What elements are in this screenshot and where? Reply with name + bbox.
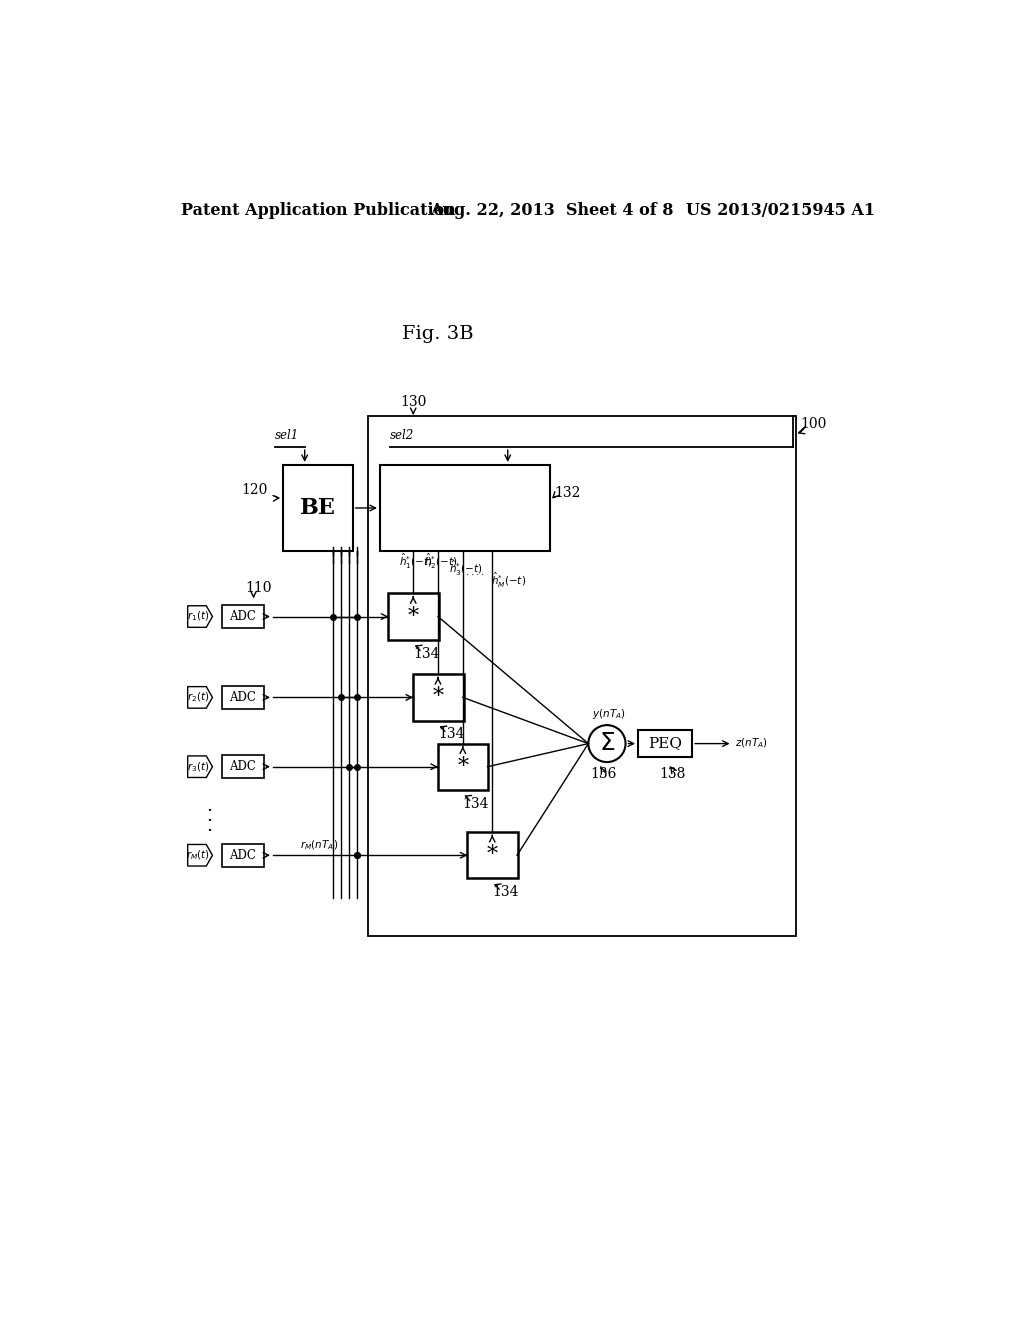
Text: sel1: sel1 <box>275 429 299 442</box>
Text: 134: 134 <box>438 727 465 742</box>
Text: ·: · <box>206 801 212 820</box>
Text: 136: 136 <box>590 767 616 781</box>
Bar <box>222 686 264 709</box>
Bar <box>283 465 352 552</box>
Text: PEQ: PEQ <box>648 737 682 751</box>
Text: $\hat{h}_{3}^{*}(-t)$: $\hat{h}_{3}^{*}(-t)$ <box>449 558 482 578</box>
Text: ADC: ADC <box>229 760 256 774</box>
Text: ADC: ADC <box>229 610 256 623</box>
Text: *: * <box>432 686 443 709</box>
Text: Aug. 22, 2013  Sheet 4 of 8: Aug. 22, 2013 Sheet 4 of 8 <box>430 202 674 219</box>
Text: $r_1(t)$: $r_1(t)$ <box>187 610 210 623</box>
Text: $\hat{h}_{M}^{*}(-t)$: $\hat{h}_{M}^{*}(-t)$ <box>490 570 526 590</box>
Text: ·: · <box>206 821 212 840</box>
Text: $z(nT_A)$: $z(nT_A)$ <box>735 737 768 750</box>
Text: $\Sigma$: $\Sigma$ <box>599 733 615 755</box>
Bar <box>380 465 550 552</box>
Text: 130: 130 <box>400 396 426 409</box>
Text: ·: · <box>206 812 212 829</box>
Text: 132: 132 <box>554 486 581 500</box>
Bar <box>638 730 692 758</box>
Text: 120: 120 <box>241 483 267 496</box>
Text: *: * <box>458 755 468 777</box>
Text: Fig. 3B: Fig. 3B <box>402 325 474 343</box>
Text: $r_2(t)$: $r_2(t)$ <box>187 690 210 704</box>
Text: BE: BE <box>300 498 336 519</box>
Bar <box>438 743 488 789</box>
Text: $r_M(t)$: $r_M(t)$ <box>186 849 211 862</box>
Text: sel2: sel2 <box>390 429 414 442</box>
Text: $\hat{h}_{1}^{*}(-t)$: $\hat{h}_{1}^{*}(-t)$ <box>399 552 433 570</box>
Text: $r_M(nT_A)$: $r_M(nT_A)$ <box>300 838 338 851</box>
Text: *: * <box>486 845 498 866</box>
Text: 134: 134 <box>463 797 489 810</box>
Text: 134: 134 <box>493 886 519 899</box>
Text: US 2013/0215945 A1: US 2013/0215945 A1 <box>686 202 876 219</box>
Bar <box>414 675 464 721</box>
Text: ADC: ADC <box>229 849 256 862</box>
Text: $y(nT_A)$: $y(nT_A)$ <box>592 708 626 721</box>
Text: $....$: $....$ <box>465 568 485 577</box>
Text: 110: 110 <box>246 581 272 595</box>
Text: ADC: ADC <box>229 690 256 704</box>
Text: $r_3(t)$: $r_3(t)$ <box>187 760 210 774</box>
Bar <box>467 832 518 878</box>
Bar <box>388 594 438 640</box>
Bar <box>222 755 264 779</box>
Text: $\hat{h}_{2}^{*}(-t)$: $\hat{h}_{2}^{*}(-t)$ <box>424 552 458 570</box>
Bar <box>222 843 264 867</box>
Text: Patent Application Publication: Patent Application Publication <box>180 202 456 219</box>
Text: 100: 100 <box>801 417 827 432</box>
Text: 134: 134 <box>414 647 439 660</box>
Bar <box>222 605 264 628</box>
Text: *: * <box>408 606 419 627</box>
Text: 138: 138 <box>659 767 686 781</box>
Bar <box>369 416 796 936</box>
